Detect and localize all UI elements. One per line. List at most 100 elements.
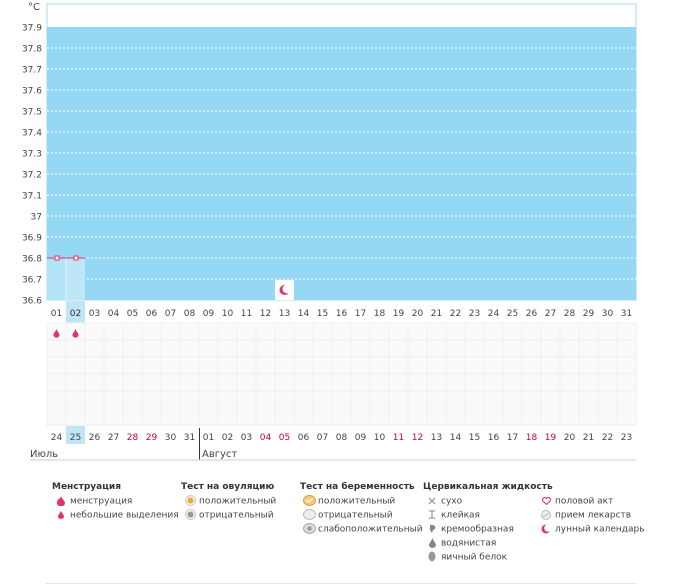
cycle-day-label: 25 (507, 309, 518, 319)
legend-label: небольшие выделения (70, 510, 179, 521)
calendar-date-label: 27 (108, 433, 119, 443)
cycle-day-label: 11 (241, 309, 252, 319)
calendar-date-label: 16 (488, 433, 500, 443)
cycle-day-label: 29 (583, 309, 595, 319)
menstruation-drop-icon (53, 329, 60, 338)
legend-menstruation: Менструация менструация небольшие выделе… (52, 480, 179, 522)
pregnancy-weak-positive-icon (300, 522, 318, 536)
calendar-date-label: 15 (469, 433, 480, 443)
legend-pregnancy-test: Тест на беременность положительный отриц… (300, 480, 423, 536)
cycle-day-row: 01 02 03 04 05 06 07 08 09 10 11 12 13 14 15 16 17 18 19 20… (51, 301, 632, 323)
sticky-icon (423, 508, 441, 522)
day-column (47, 258, 66, 300)
menstruation-drop-icon (72, 329, 79, 338)
y-tick-label: 36.7 (22, 276, 42, 286)
y-tick-label: 36.9 (22, 234, 42, 244)
calendar-date-row: 24 25 26 27 28 29 30 31 01 02 03 04 05 06 07 08 09 10 11 12… (30, 426, 636, 461)
y-tick-label: 37.1 (22, 192, 42, 202)
creamy-icon (423, 522, 441, 536)
cycle-day-label: 13 (279, 309, 290, 319)
legend-item: небольшие выделения (52, 508, 179, 522)
cycle-day-label: 31 (621, 309, 632, 319)
y-tick-label: 37.2 (22, 171, 42, 181)
legend-title: Тест на овуляцию (181, 482, 275, 492)
legend-item: положительный (300, 494, 423, 508)
month-label: Июль (30, 449, 58, 460)
y-tick-label: 37.7 (22, 66, 42, 76)
cycle-day-label: 16 (336, 309, 348, 319)
calendar-date-label: 11 (393, 433, 404, 443)
legend-cervical-fluid: Цервикальная жидкость сухо клейкая кремо… (423, 480, 553, 564)
temperature-point (73, 255, 79, 261)
cycle-day-label: 06 (146, 309, 158, 319)
y-tick-label: 37.3 (22, 150, 42, 160)
legend-label: прием лекарств (555, 510, 632, 521)
calendar-date-label: 12 (412, 433, 423, 443)
legend-item: сухо (423, 494, 553, 508)
calendar-date-label: 20 (564, 433, 576, 443)
cycle-day-label: 15 (317, 309, 328, 319)
cycle-day-label: 21 (431, 309, 442, 319)
moon-icon (537, 522, 555, 536)
calendar-date-label: 29 (146, 433, 158, 443)
ovulation-positive-icon (181, 494, 199, 508)
cycle-day-label: 19 (393, 309, 405, 319)
cycle-day-label: 03 (89, 309, 100, 319)
legend-title: Цервикальная жидкость (423, 482, 553, 492)
cycle-day-label: 04 (108, 309, 120, 319)
legend-item: положительный (181, 494, 276, 508)
cycle-day-label: 23 (469, 309, 480, 319)
calendar-date-label: 10 (374, 433, 386, 443)
calendar-date-label: 30 (165, 433, 177, 443)
legend: Менструация менструация небольшие выделе… (0, 480, 675, 580)
unit-label: °C (28, 2, 40, 13)
legend-item: слабоположительный (300, 522, 423, 536)
legend-item: прием лекарств (537, 508, 645, 522)
legend-item: яичный белок (423, 550, 553, 564)
plot-area (46, 3, 637, 301)
calendar-date-label: 02 (222, 433, 233, 443)
cycle-day-label: 18 (374, 309, 386, 319)
legend-other: половой акт прием лекарств лунный календ… (537, 494, 645, 536)
legend-label: отрицательный (318, 510, 393, 521)
dry-icon (423, 494, 441, 508)
y-tick-label: 37.6 (22, 87, 42, 97)
cycle-day-label: 01 (51, 309, 62, 319)
pill-icon (537, 508, 555, 522)
cycle-day-label: 27 (545, 309, 556, 319)
calendar-date-label: 19 (545, 433, 557, 443)
cycle-day-label: 17 (355, 309, 366, 319)
legend-label: яичный белок (441, 552, 508, 563)
calendar-date-label: 05 (279, 433, 290, 443)
cycle-day-label: 05 (127, 309, 138, 319)
calendar-date-label: 13 (431, 433, 442, 443)
legend-label: кремообразная (441, 524, 514, 535)
calendar-date-label: 04 (260, 433, 272, 443)
cycle-day-label: 28 (564, 309, 576, 319)
y-axis: °C 37.9 37.8 37.7 37.6 37.5 37.4 37.3 37.2 37.1 37… (22, 2, 42, 307)
bbt-chart: °C 37.9 37.8 37.7 37.6 37.5 37.4 37.3 37.2 37.1 37… (22, 2, 637, 461)
egg-white-icon (423, 550, 441, 564)
cycle-day-label: 09 (203, 309, 215, 319)
y-tick-label: 37.4 (22, 129, 42, 139)
calendar-date-label: 31 (184, 433, 195, 443)
legend-item: клейкая (423, 508, 553, 522)
y-tick-label: 37 (31, 213, 42, 223)
selected-date-cell (66, 426, 85, 444)
ovulation-negative-icon (181, 508, 199, 522)
watery-icon (423, 536, 441, 550)
legend-item: водянистая (423, 536, 553, 550)
calendar-date-label: 22 (602, 433, 613, 443)
legend-item: отрицательный (300, 508, 423, 522)
calendar-date-label: 24 (51, 433, 63, 443)
moon-icon (279, 284, 291, 295)
legend-label: водянистая (441, 538, 497, 549)
y-tick-label: 37.8 (22, 45, 42, 55)
legend-label: лунный календарь (555, 524, 645, 535)
legend-label: клейкая (441, 510, 480, 521)
legend-item: кремообразная (423, 522, 553, 536)
month-label: Август (202, 449, 237, 460)
legend-label: положительный (199, 496, 277, 507)
heart-icon (537, 494, 555, 508)
spotting-drop-icon (52, 508, 70, 522)
